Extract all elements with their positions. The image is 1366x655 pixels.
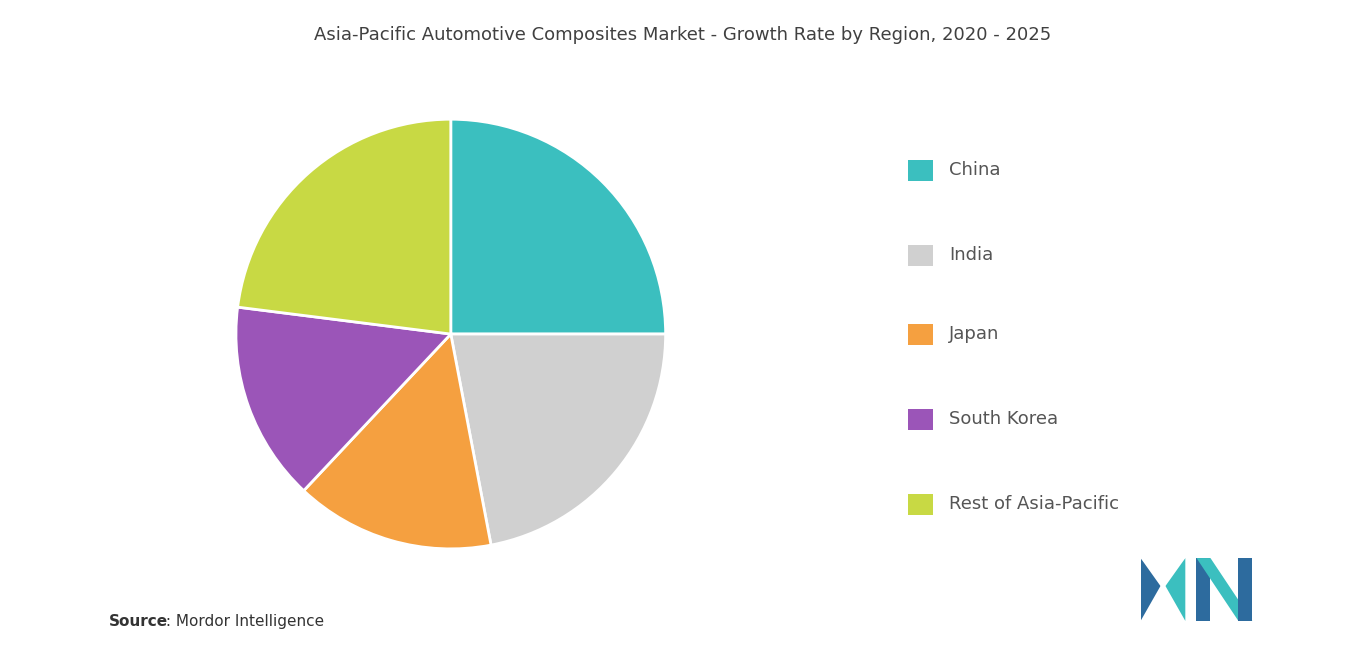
Text: Asia-Pacific Automotive Composites Market - Growth Rate by Region, 2020 - 2025: Asia-Pacific Automotive Composites Marke… bbox=[314, 26, 1052, 44]
Wedge shape bbox=[236, 307, 451, 491]
Wedge shape bbox=[238, 119, 451, 334]
Polygon shape bbox=[1141, 558, 1162, 621]
Wedge shape bbox=[451, 119, 665, 334]
Wedge shape bbox=[451, 334, 665, 545]
Text: Rest of Asia-Pacific: Rest of Asia-Pacific bbox=[949, 495, 1119, 514]
Polygon shape bbox=[1162, 558, 1186, 621]
Text: : Mordor Intelligence: : Mordor Intelligence bbox=[161, 614, 324, 629]
Text: Source: Source bbox=[109, 614, 168, 629]
Text: China: China bbox=[949, 161, 1001, 179]
Polygon shape bbox=[1239, 558, 1253, 621]
Polygon shape bbox=[1197, 558, 1210, 621]
Text: South Korea: South Korea bbox=[949, 410, 1059, 428]
Text: India: India bbox=[949, 246, 993, 265]
Wedge shape bbox=[303, 334, 490, 549]
Text: Japan: Japan bbox=[949, 325, 1000, 343]
Polygon shape bbox=[1197, 558, 1253, 621]
Polygon shape bbox=[1141, 558, 1186, 590]
